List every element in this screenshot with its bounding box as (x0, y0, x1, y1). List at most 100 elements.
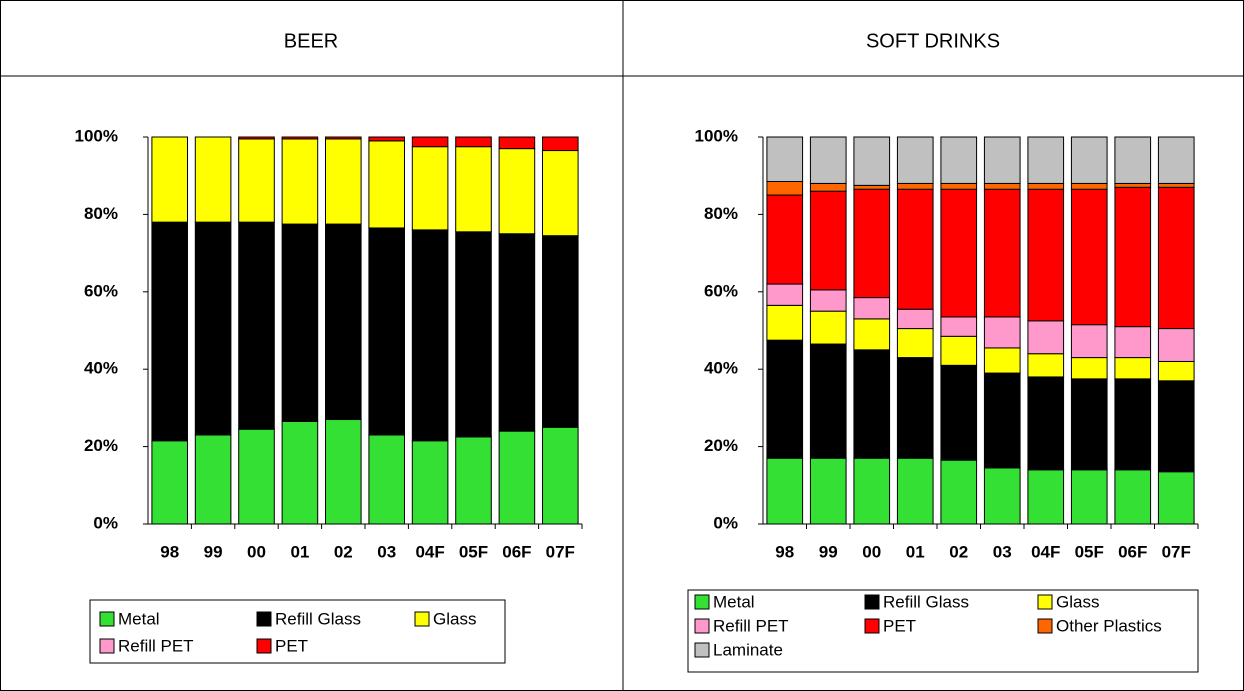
bar-segment (809, 289, 847, 312)
x-tick-label: 07F (1162, 542, 1191, 561)
legend-box (89, 599, 506, 664)
bar-segment (1070, 469, 1108, 525)
y-tick-label: 40% (704, 359, 738, 378)
bar-segment (238, 221, 275, 430)
bar-segment (1027, 188, 1065, 322)
legend-swatch (99, 611, 115, 627)
bar-segment (983, 372, 1021, 469)
x-tick-label: 04F (1031, 542, 1060, 561)
bar-segment (281, 136, 319, 140)
bar-segment (809, 310, 847, 345)
bar-segment (1114, 378, 1152, 471)
y-tick-label: 80% (84, 204, 118, 223)
y-tick-label: 20% (704, 436, 738, 455)
legend-label: Glass (1056, 592, 1099, 611)
x-tick-label: 06F (502, 542, 531, 561)
bar-segment (542, 150, 579, 237)
bar-segment (194, 136, 232, 223)
bar-segment (766, 457, 804, 525)
bar-segment (766, 304, 804, 341)
bar-segment (542, 235, 579, 428)
bar-segment (896, 357, 934, 459)
bar-segment (853, 297, 891, 320)
bar-segment (1114, 326, 1152, 359)
bar-segment (455, 146, 492, 233)
bar-segment (940, 136, 978, 184)
bar-segment (940, 364, 978, 461)
bar-segment (238, 138, 275, 223)
bar-segment (542, 426, 579, 525)
y-tick-label: 20% (84, 436, 118, 455)
bar-segment (1114, 357, 1152, 380)
x-tick-label: 03 (993, 542, 1012, 561)
bar-segment (368, 227, 405, 436)
legend-label: Glass (433, 609, 476, 628)
bar-segment (766, 339, 804, 459)
bar-segment (151, 221, 188, 442)
x-tick-label: 00 (862, 542, 881, 561)
x-tick-label: 02 (334, 542, 353, 561)
bar-segment (1070, 182, 1108, 190)
bar-segment (238, 428, 275, 525)
x-tick-label: 99 (819, 542, 838, 561)
bar-segment (766, 283, 804, 306)
bar-segment (940, 182, 978, 190)
bar-segment (766, 181, 804, 196)
bar-segment (853, 136, 891, 186)
legend-swatch (694, 642, 710, 658)
y-tick-label: 80% (704, 204, 738, 223)
bar-segment (1027, 136, 1065, 184)
bar-segment (1070, 378, 1108, 471)
bar-segment (940, 459, 978, 525)
legend-label: Refill PET (713, 616, 789, 635)
bar-segment (455, 436, 492, 525)
bar-segment (1027, 376, 1065, 471)
x-tick-label: 98 (160, 542, 179, 561)
bar-segment (1027, 469, 1065, 525)
bar-segment (411, 146, 449, 231)
bar-segment (1027, 353, 1065, 378)
y-tick-label: 100% (695, 126, 738, 145)
bar-segment (1027, 320, 1065, 355)
legend-label: Refill Glass (883, 592, 969, 611)
bar-segment (853, 188, 891, 299)
bar-segment (1114, 469, 1152, 525)
legend-swatch (414, 611, 430, 627)
bar-segment (281, 420, 319, 525)
y-tick-label: 0% (713, 513, 738, 532)
bar-segment (281, 138, 319, 225)
legend-swatch (256, 611, 272, 627)
bar-segment (368, 434, 405, 525)
legend-swatch (99, 638, 115, 654)
bar-segment (983, 467, 1021, 525)
x-tick-label: 05F (459, 542, 488, 561)
bar-segment (1157, 471, 1195, 525)
x-tick-label: 02 (949, 542, 968, 561)
bar-segment (1114, 182, 1152, 188)
y-tick-label: 40% (84, 359, 118, 378)
bar-segment (325, 223, 362, 421)
bar-segment (1114, 136, 1152, 184)
legend-swatch (256, 638, 272, 654)
legend-swatch (694, 618, 710, 634)
bar-segment (411, 440, 449, 525)
bar-segment (809, 343, 847, 459)
bar-segment (194, 434, 232, 525)
bar-segment (896, 188, 934, 310)
bar-segment (151, 136, 188, 223)
chart-title: BEER (284, 30, 338, 52)
bar-segment (1157, 328, 1195, 362)
bar-segment (542, 136, 579, 152)
legend-box (687, 589, 1199, 673)
bar-segment (896, 182, 934, 190)
bar-segment (809, 190, 847, 291)
bar-segment (766, 136, 804, 183)
bar-segment (809, 457, 847, 525)
bar-segment (896, 136, 934, 184)
bar-segment (281, 223, 319, 422)
chart-title: SOFT DRINKS (866, 30, 1000, 52)
x-tick-label: 00 (247, 542, 266, 561)
y-tick-label: 60% (704, 281, 738, 300)
bar-segment (1114, 186, 1152, 328)
